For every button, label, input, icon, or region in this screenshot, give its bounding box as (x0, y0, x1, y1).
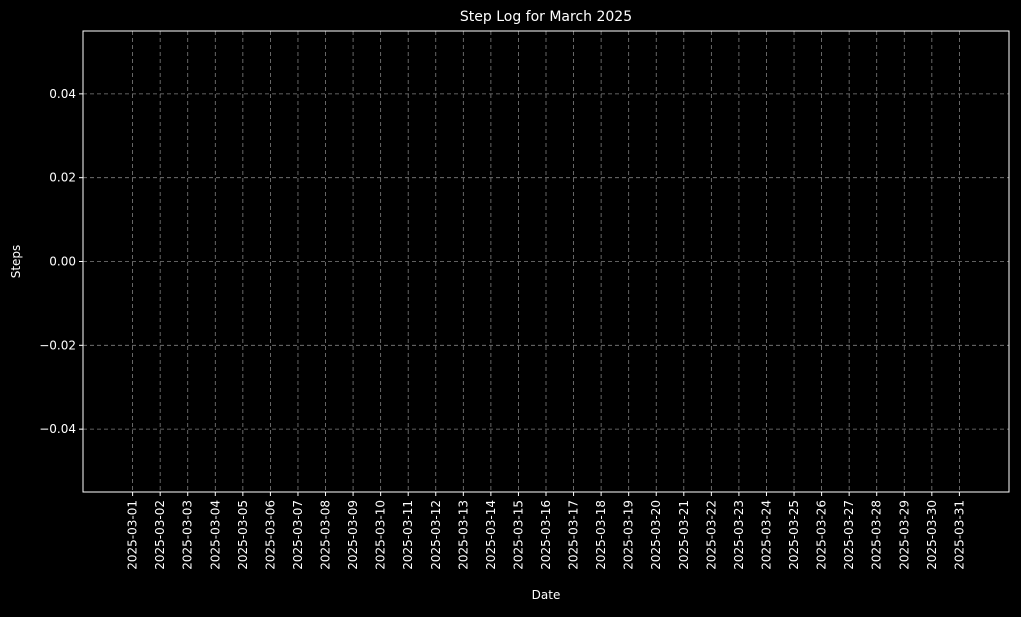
x-tick-label: 2025-03-25 (787, 500, 801, 570)
y-tick-label: 0.04 (49, 87, 76, 101)
x-tick-label: 2025-03-19 (622, 500, 636, 570)
x-tick-label: 2025-03-28 (870, 500, 884, 570)
x-tick-label: 2025-03-03 (181, 500, 195, 570)
x-tick-label: 2025-03-01 (126, 500, 140, 570)
x-tick-label: 2025-03-27 (842, 500, 856, 570)
y-tick-label: −0.02 (39, 338, 76, 352)
x-tick-label: 2025-03-16 (539, 500, 553, 570)
chart-title: Step Log for March 2025 (460, 9, 632, 25)
x-tick-label: 2025-03-06 (263, 500, 277, 570)
x-tick-label: 2025-03-14 (484, 500, 498, 570)
axis-ticks (79, 93, 960, 496)
grid-lines (83, 31, 1009, 492)
x-tick-label: 2025-03-30 (925, 500, 939, 570)
x-tick-label: 2025-03-05 (236, 500, 250, 570)
x-tick-label: 2025-03-13 (456, 500, 470, 570)
x-tick-label: 2025-03-04 (208, 500, 222, 570)
y-axis-label: Steps (9, 245, 23, 279)
y-tick-label: −0.04 (39, 422, 76, 436)
x-tick-label: 2025-03-07 (291, 500, 305, 570)
x-tick-label: 2025-03-29 (897, 500, 911, 570)
x-tick-label: 2025-03-18 (594, 500, 608, 570)
x-tick-label: 2025-03-10 (374, 500, 388, 570)
x-tick-label: 2025-03-22 (704, 500, 718, 570)
x-tick-label: 2025-03-21 (677, 500, 691, 570)
x-axis-label: Date (532, 588, 561, 602)
x-tick-label: 2025-03-24 (759, 500, 773, 570)
x-tick-label: 2025-03-23 (732, 500, 746, 570)
x-tick-label: 2025-03-17 (567, 500, 581, 570)
y-tick-label: 0.02 (49, 171, 76, 185)
x-tick-label: 2025-03-12 (429, 500, 443, 570)
x-tick-label: 2025-03-15 (511, 500, 525, 570)
tick-labels: 2025-03-01 2025-03-02 2025-03-03 2025-03-04… (39, 87, 966, 570)
x-tick-label: 2025-03-02 (153, 500, 167, 570)
x-tick-label: 2025-03-09 (346, 500, 360, 570)
x-tick-label: 2025-03-31 (952, 500, 966, 570)
x-tick-label: 2025-03-20 (649, 500, 663, 570)
x-tick-label: 2025-03-08 (319, 500, 333, 570)
y-tick-label: 0.00 (49, 255, 76, 269)
x-tick-label: 2025-03-26 (815, 500, 829, 570)
x-tick-label: 2025-03-11 (401, 500, 415, 570)
